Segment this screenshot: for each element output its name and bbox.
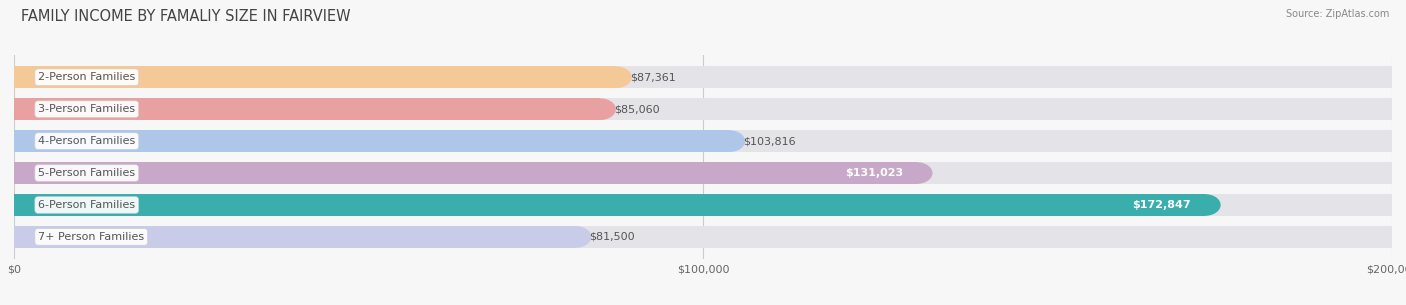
Ellipse shape bbox=[0, 66, 30, 88]
Bar bbox=[14, 130, 1392, 152]
Bar bbox=[14, 162, 917, 184]
Text: 3-Person Families: 3-Person Families bbox=[38, 104, 135, 114]
Ellipse shape bbox=[1376, 98, 1406, 120]
Text: FAMILY INCOME BY FAMALIY SIZE IN FAIRVIEW: FAMILY INCOME BY FAMALIY SIZE IN FAIRVIE… bbox=[21, 9, 350, 24]
Ellipse shape bbox=[1376, 194, 1406, 216]
Text: 2-Person Families: 2-Person Families bbox=[38, 72, 135, 82]
Ellipse shape bbox=[600, 66, 631, 88]
Ellipse shape bbox=[1376, 226, 1406, 248]
Ellipse shape bbox=[713, 130, 745, 152]
Bar bbox=[14, 194, 1205, 216]
Bar bbox=[14, 162, 1392, 184]
Bar bbox=[14, 130, 730, 152]
Text: $103,816: $103,816 bbox=[742, 136, 796, 146]
Bar bbox=[14, 226, 1392, 248]
Bar bbox=[14, 194, 1392, 216]
Text: $131,023: $131,023 bbox=[845, 168, 903, 178]
Ellipse shape bbox=[0, 226, 30, 248]
Text: $172,847: $172,847 bbox=[1132, 200, 1191, 210]
Ellipse shape bbox=[0, 98, 30, 120]
Text: $87,361: $87,361 bbox=[630, 72, 675, 82]
Text: Source: ZipAtlas.com: Source: ZipAtlas.com bbox=[1285, 9, 1389, 19]
Ellipse shape bbox=[1189, 194, 1220, 216]
Text: $81,500: $81,500 bbox=[589, 232, 636, 242]
Ellipse shape bbox=[0, 226, 30, 248]
Ellipse shape bbox=[0, 194, 30, 216]
Bar bbox=[14, 98, 600, 120]
Text: 4-Person Families: 4-Person Families bbox=[38, 136, 135, 146]
Bar bbox=[14, 66, 1392, 88]
Ellipse shape bbox=[0, 194, 30, 216]
Text: 7+ Person Families: 7+ Person Families bbox=[38, 232, 145, 242]
Ellipse shape bbox=[0, 162, 30, 184]
Ellipse shape bbox=[901, 162, 932, 184]
Text: 6-Person Families: 6-Person Families bbox=[38, 200, 135, 210]
Text: 5-Person Families: 5-Person Families bbox=[38, 168, 135, 178]
Bar bbox=[14, 226, 575, 248]
Ellipse shape bbox=[0, 130, 30, 152]
Ellipse shape bbox=[0, 130, 30, 152]
Ellipse shape bbox=[560, 226, 592, 248]
Ellipse shape bbox=[585, 98, 616, 120]
Ellipse shape bbox=[0, 66, 30, 88]
Ellipse shape bbox=[0, 98, 30, 120]
Ellipse shape bbox=[0, 162, 30, 184]
Ellipse shape bbox=[1376, 130, 1406, 152]
Ellipse shape bbox=[1376, 66, 1406, 88]
Ellipse shape bbox=[1376, 162, 1406, 184]
Text: $85,060: $85,060 bbox=[614, 104, 659, 114]
Bar bbox=[14, 98, 1392, 120]
Bar bbox=[14, 66, 616, 88]
